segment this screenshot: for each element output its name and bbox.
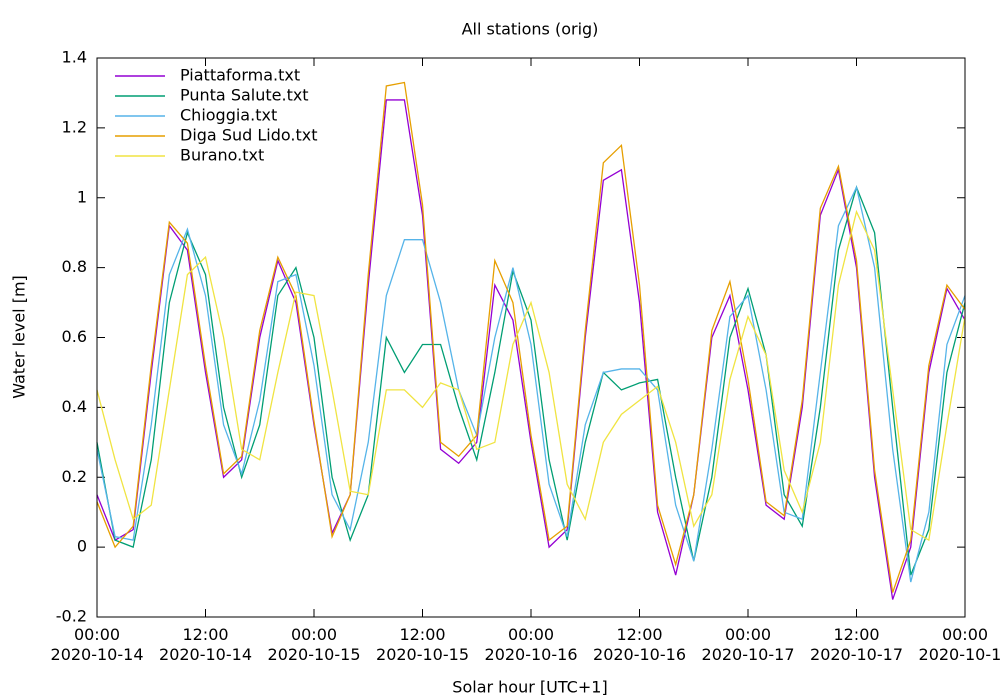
x-tick-label: 00:00 2020-10-15 xyxy=(267,625,361,664)
x-tick-label: 00:00 2020-10-18 xyxy=(918,625,1000,664)
y-tick-label: 0 xyxy=(77,537,87,556)
x-tick-label: 12:00 2020-10-17 xyxy=(810,625,903,664)
x-tick-label: 12:00 2020-10-15 xyxy=(376,625,469,664)
y-tick-label: 0.6 xyxy=(62,327,87,346)
x-tick-label: 00:00 2020-10-14 xyxy=(50,625,144,664)
x-axis-label: Solar hour [UTC+1] xyxy=(452,678,607,697)
series-line xyxy=(96,209,966,542)
legend-label: Piattaforma.txt xyxy=(180,66,300,85)
y-tick-label: 1 xyxy=(77,187,87,206)
y-tick-label: 0.2 xyxy=(62,467,87,486)
x-tick-label: 00:00 2020-10-17 xyxy=(701,625,795,664)
legend-label: Diga Sud Lido.txt xyxy=(180,126,317,145)
y-tick-label: 1.2 xyxy=(62,117,87,136)
series-line xyxy=(96,81,966,593)
series-line xyxy=(96,185,966,583)
x-tick-label: 12:00 2020-10-14 xyxy=(159,625,252,664)
chart-title: All stations (orig) xyxy=(462,20,599,39)
x-tick-label: 00:00 2020-10-16 xyxy=(484,625,578,664)
x-tick-label: 12:00 2020-10-16 xyxy=(593,625,686,664)
series-line xyxy=(96,99,966,600)
y-tick-label: 1.4 xyxy=(62,48,87,67)
y-tick-label: 0.4 xyxy=(62,397,87,416)
plot-frame xyxy=(96,57,966,618)
y-axis-label: Water level [m] xyxy=(10,275,29,399)
y-tick-label: 0.8 xyxy=(62,257,87,276)
legend-label: Burano.txt xyxy=(180,146,264,165)
legend-label: Chioggia.txt xyxy=(180,106,277,125)
series-line xyxy=(96,185,966,576)
legend-label: Punta Salute.txt xyxy=(180,86,309,105)
y-tick-label: -0.2 xyxy=(56,607,87,626)
